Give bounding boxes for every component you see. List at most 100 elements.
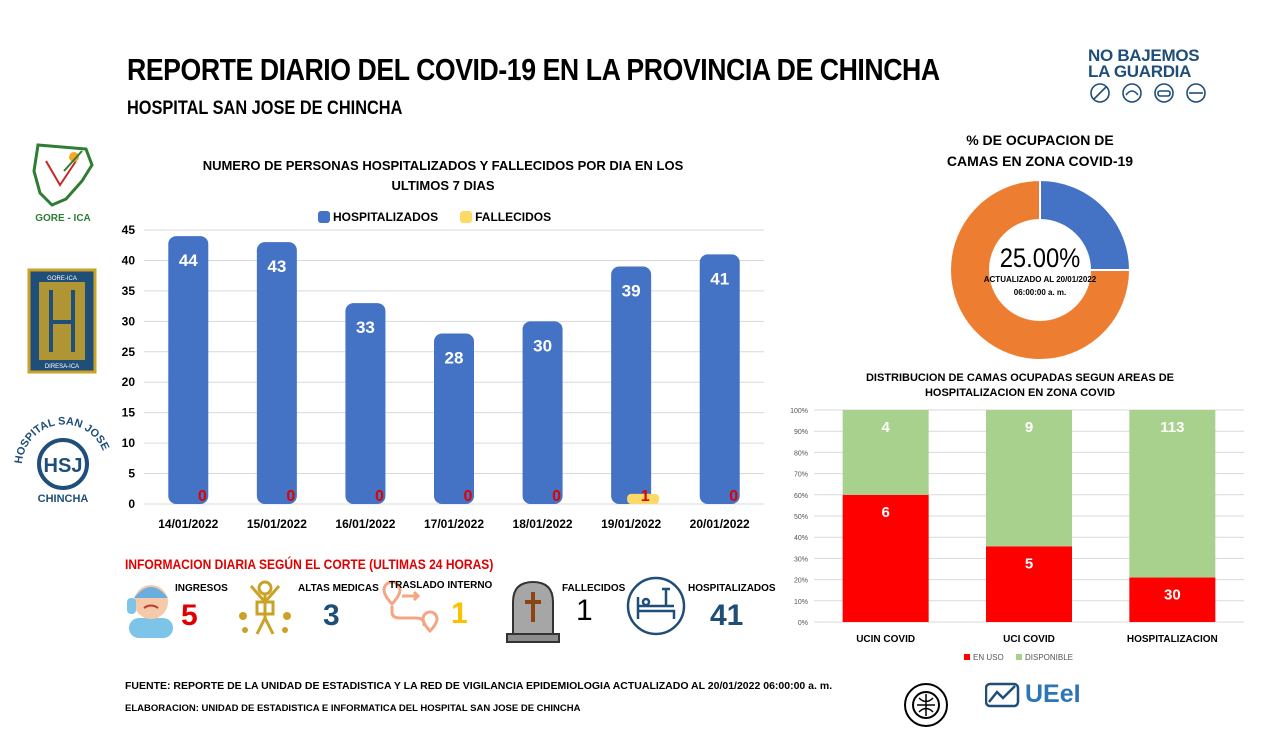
chart1-title: NUMERO DE PERSONAS HOSPITALIZADOS Y FALL…: [180, 156, 706, 196]
diresa-seal: GORE-ICA DIRESA-ICA: [27, 268, 97, 374]
bar-label-hospitalizados: 43: [267, 257, 286, 276]
donut-center-value: 25.00%: [1000, 244, 1081, 274]
bar-label-hospitalizados: 28: [445, 349, 464, 368]
bed-distribution-chart: 0% 10% 20% 30% 40% 50% 60% 70% 80% 90% 100% 6 4 UCIN …: [790, 408, 1244, 662]
legend-swatch-0: [964, 654, 970, 660]
legend-swatch-1: [1016, 654, 1022, 660]
y-tick-label: 30: [122, 314, 136, 328]
hospitalizados-value: 41: [710, 599, 744, 632]
bar-label-fallecidos: 0: [464, 488, 473, 505]
y-tick-label: 40%: [794, 535, 808, 542]
route-icon: [382, 578, 442, 638]
seal-bottom-text: DIRESA-ICA: [45, 364, 79, 370]
tombstone-icon: [505, 578, 561, 644]
chart1-title-line1: NUMERO DE PERSONAS HOSPITALIZADOS Y FALL…: [202, 158, 684, 173]
bar-label-disponible: 4: [881, 419, 890, 436]
y-tick-label: 25: [122, 345, 136, 359]
bar-hospitalizados: [256, 242, 297, 504]
chart2-title-line1: % DE OCUPACION DE: [966, 132, 1114, 148]
bar-label-en-uso: 6: [881, 504, 889, 521]
y-tick-label: 5: [128, 467, 135, 481]
bar-label-fallecidos: 0: [198, 488, 207, 505]
ueei-logo: UEeI: [985, 678, 1081, 710]
trend-chart-icon: [985, 682, 1020, 708]
altas-value: 3: [323, 599, 340, 632]
fallecidos-value: 1: [576, 594, 593, 627]
slogan-line-2: LA GUARDIA: [1088, 62, 1192, 81]
footer-made-by: ELABORACION: UNIDAD DE ESTADISTICA E INF…: [125, 703, 581, 714]
donut-note-line2: 06:00:00 a. m.: [1014, 288, 1066, 297]
bar-hospitalizados: [345, 303, 386, 504]
bar-label-fallecidos: 0: [552, 488, 561, 505]
ingresos-value: 5: [181, 599, 198, 632]
bar-hospitalizados: [434, 333, 474, 504]
y-tick-label: 20%: [794, 578, 808, 585]
y-tick-label: 90%: [794, 429, 808, 436]
recovered-person-icon: [235, 578, 295, 638]
x-tick-label: 16/01/2022: [335, 517, 395, 531]
y-tick-label: 50%: [794, 514, 808, 521]
slogan-line-1: NO BAJEMOS: [1088, 46, 1200, 65]
y-tick-label: 20: [122, 375, 136, 389]
x-tick-label: HOSPITALIZACION: [1127, 634, 1218, 645]
gore-ica-logo: GORE - ICA: [26, 141, 101, 226]
legend-label-1: DISPONIBLE: [1025, 653, 1073, 662]
chart2-title-line2: CAMAS EN ZONA COVID-19: [946, 153, 1134, 169]
donut-note-line1: ACTUALIZADO AL 20/01/2022: [984, 275, 1097, 284]
y-tick-label: 0: [128, 497, 135, 511]
chart1-title-line2: ULTIMOS 7 DIAS: [391, 178, 495, 193]
daily-info-heading: INFORMACION DIARIA SEGÚN EL CORTE (ULTIM…: [125, 556, 494, 572]
epidemiology-network-seal: [903, 682, 949, 728]
occupancy-donut-chart: 25.00% ACTUALIZADO AL 20/01/2022 06:00:0…: [949, 178, 1132, 361]
y-tick-label: 15: [122, 406, 136, 420]
chart1-legend: HOSPITALIZADOS FALLECIDOS: [318, 210, 551, 224]
hospital-bed-icon: [626, 575, 686, 637]
traslado-value: 1: [451, 597, 468, 630]
altas-label: ALTAS MEDICAS: [298, 583, 379, 594]
x-tick-label: UCIN COVID: [856, 634, 915, 645]
x-tick-label: 14/01/2022: [158, 517, 218, 531]
bar-label-en-uso: 30: [1164, 587, 1181, 604]
y-tick-label: 35: [122, 284, 136, 298]
bar-disponible: [1129, 410, 1216, 578]
bar-hospitalizados: [168, 236, 209, 505]
sick-person-icon: [125, 578, 177, 638]
bar-label-fallecidos: 0: [375, 488, 384, 505]
hospital-san-jose-logo: HOSPITAL SAN JOSE HSJ CHINCHA: [13, 414, 112, 506]
chart3-title-line2: HOSPITALIZACION EN ZONA COVID: [924, 387, 1116, 399]
y-tick-label: 45: [122, 223, 136, 237]
x-tick-label: 15/01/2022: [247, 517, 307, 531]
bar-hospitalizados: [699, 254, 740, 504]
hospitalizados-label: HOSPITALIZADOS: [688, 583, 776, 594]
bar-en-uso: [842, 494, 929, 622]
x-tick-label: 17/01/2022: [424, 517, 484, 531]
bar-label-disponible: 9: [1025, 419, 1033, 436]
y-tick-label: 60%: [794, 493, 808, 500]
donut-hole: [990, 220, 1090, 320]
y-tick-label: 40: [122, 253, 136, 267]
x-tick-label: 18/01/2022: [513, 517, 573, 531]
bar-en-uso: [986, 546, 1072, 622]
x-tick-label: 19/01/2022: [601, 517, 661, 531]
hospital-city: CHINCHA: [38, 493, 89, 505]
chart3-title-line1: DISTRIBUCION DE CAMAS OCUPADAS SEGUN ARE…: [865, 372, 1175, 384]
bar-label-fallecidos: 1: [641, 488, 650, 505]
y-tick-label: 10: [122, 436, 136, 450]
y-tick-label: 30%: [794, 556, 808, 563]
traslado-label: TRASLADO INTERNO: [389, 580, 493, 591]
y-tick-label: 0%: [798, 620, 808, 627]
footer-source: FUENTE: REPORTE DE LA UNIDAD DE ESTADIST…: [125, 680, 833, 692]
ueei-text: UEeI: [1025, 679, 1081, 708]
legend-label-0: EN USO: [973, 653, 1004, 662]
x-tick-label: UCI COVID: [1003, 634, 1055, 645]
bar-label-en-uso: 5: [1025, 555, 1033, 572]
ingresos-label: INGRESOS: [175, 583, 228, 594]
bar-hospitalizados: [522, 321, 563, 504]
slogan-logo: NO BAJEMOS LA GUARDIA: [1088, 46, 1218, 107]
bar-hospitalizados: [611, 266, 652, 504]
bar-label-disponible: 113: [1160, 419, 1184, 436]
chart2-title: % DE OCUPACION DE CAMAS EN ZONA COVID-19: [915, 130, 1165, 172]
daily-bar-chart: 05101520253035404544014/01/202243015/01/…: [122, 223, 764, 531]
page-title: REPORTE DIARIO DEL COVID-19 EN LA PROVIN…: [127, 52, 940, 87]
bar-label-fallecidos: 0: [729, 488, 738, 505]
